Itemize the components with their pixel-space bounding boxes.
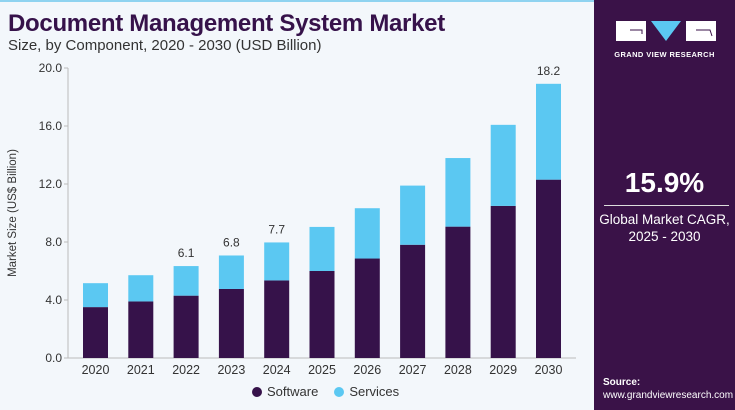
chart-title: Document Management System Market — [8, 10, 445, 37]
x-tick-label: 2026 — [353, 363, 381, 377]
divider — [604, 205, 729, 206]
bar-software-2028 — [445, 226, 471, 358]
software-swatch — [252, 387, 262, 397]
brand-name: GRAND VIEW RESEARCH — [614, 50, 715, 59]
bar-software-2023 — [218, 288, 244, 358]
x-tick-label: 2029 — [489, 363, 517, 377]
top-accent-line — [0, 0, 594, 2]
legend-label-services: Services — [349, 384, 400, 399]
x-tick-label: 2030 — [535, 363, 563, 377]
x-tick-label: 2024 — [263, 363, 291, 377]
side-panel: GRAND VIEW RESEARCH 15.9% Global Market … — [594, 0, 735, 410]
bar-software-2025 — [309, 271, 335, 358]
bar-services-2020 — [83, 283, 108, 308]
bar-services-2026 — [354, 208, 380, 259]
x-tick-label: 2020 — [82, 363, 110, 377]
bar-chart: 0.0 4.0 8.0 12.0 16.0 20.0 Market Size (US$ Bi… — [7, 61, 576, 377]
y-axis-label: Market Size (US$ Billion) — [7, 149, 19, 277]
bar-services-2029 — [490, 124, 516, 206]
legend: Software Services — [252, 384, 399, 399]
data-label-2022: 6.1 — [178, 246, 195, 260]
y-tick-label: 16.0 — [39, 119, 63, 133]
bar-services-2025 — [309, 226, 335, 271]
source-label: Source: — [603, 377, 641, 388]
bar-software-2030 — [536, 179, 561, 358]
bar-software-2027 — [400, 244, 426, 358]
bar-software-2021 — [128, 301, 154, 358]
cagr-label: Global Market CAGR, 2025 - 2030 — [594, 211, 735, 245]
bar-services-2022 — [173, 266, 199, 296]
bar-software-2029 — [490, 205, 516, 358]
bar-services-2021 — [128, 275, 154, 302]
bar-services-2023 — [218, 255, 244, 289]
x-tick-label: 2022 — [172, 363, 200, 377]
bar-services-2027 — [400, 185, 426, 245]
data-label-2030: 18.2 — [537, 64, 561, 78]
y-tick-label: 8.0 — [45, 235, 62, 249]
legend-label-software: Software — [267, 384, 319, 399]
y-tick-label: 4.0 — [45, 293, 62, 307]
bar-software-2020 — [83, 307, 108, 358]
chart-subtitle: Size, by Component, 2020 - 2030 (USD Bil… — [8, 37, 322, 54]
bar-services-2024 — [264, 242, 290, 281]
data-label-2023: 6.8 — [223, 235, 240, 249]
cagr-label-line1: Global Market CAGR, — [599, 212, 730, 227]
y-tick-label: 12.0 — [39, 177, 63, 191]
source: Source: www.grandviewresearch.com — [603, 376, 733, 402]
grand-view-research-logo — [616, 21, 716, 41]
cagr-value: 15.9% — [624, 167, 705, 198]
x-tick-label: 2028 — [444, 363, 472, 377]
bar-services-2030 — [536, 83, 561, 180]
x-tick-label: 2027 — [399, 363, 427, 377]
x-tick-label: 2023 — [217, 363, 245, 377]
data-label-2024: 7.7 — [268, 222, 285, 236]
bar-software-2026 — [354, 258, 380, 358]
bar-software-2022 — [173, 295, 199, 358]
x-tick-label: 2025 — [308, 363, 336, 377]
x-tick-label: 2021 — [127, 363, 155, 377]
y-tick-label: 20.0 — [39, 61, 63, 75]
y-tick-label: 0.0 — [45, 351, 62, 365]
bar-services-2028 — [445, 158, 471, 227]
bar-software-2024 — [264, 280, 290, 358]
legend-item-services: Services — [334, 384, 399, 399]
cagr-label-line2: 2025 - 2030 — [628, 229, 701, 244]
legend-item-software: Software — [252, 384, 318, 399]
source-url: www.grandviewresearch.com — [603, 390, 734, 401]
services-swatch — [334, 387, 345, 397]
